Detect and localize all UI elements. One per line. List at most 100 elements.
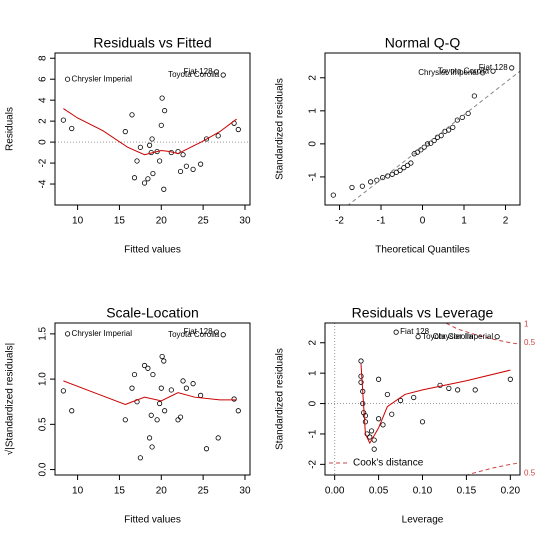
point-label: Toyota Corolla xyxy=(438,66,490,75)
point xyxy=(358,358,364,364)
point xyxy=(203,136,210,142)
panel: Scale-Location Fitted values √|Standardize… xyxy=(4,305,251,526)
point-label: Fiat 128 xyxy=(479,63,508,72)
point xyxy=(362,413,369,419)
point xyxy=(397,167,403,173)
contour-label: 1 xyxy=(524,320,529,329)
point xyxy=(349,184,355,191)
point xyxy=(146,142,153,148)
point xyxy=(401,165,407,171)
line xyxy=(444,323,520,345)
x-tick-label: 30 xyxy=(239,486,251,497)
point xyxy=(415,334,421,340)
y-tick-label: 2 xyxy=(38,118,49,124)
point xyxy=(215,435,221,441)
x-tick-label: 0.15 xyxy=(457,486,477,497)
point-label: Toyota Corolla xyxy=(168,330,220,339)
point xyxy=(438,133,444,139)
point xyxy=(507,376,513,382)
plot-area xyxy=(60,329,241,461)
point xyxy=(137,144,143,150)
point xyxy=(235,408,241,414)
plot-area xyxy=(55,69,250,192)
point xyxy=(368,179,374,185)
y-axis-label: Residuals xyxy=(5,107,16,151)
point xyxy=(375,376,382,382)
x-tick-label: 25 xyxy=(198,486,210,497)
point xyxy=(424,141,431,147)
point xyxy=(60,388,66,394)
point xyxy=(159,95,165,101)
point xyxy=(122,417,128,423)
point-label: Chrysler Imperial xyxy=(418,68,479,77)
point-label: Fiat 128 xyxy=(184,67,213,76)
point xyxy=(446,127,452,133)
x-axis-label: Theoretical Quantiles xyxy=(375,245,470,256)
point xyxy=(213,69,220,75)
point xyxy=(137,455,143,461)
point xyxy=(145,365,151,371)
y-tick-label: 6 xyxy=(38,76,49,82)
line xyxy=(360,364,511,445)
legend-label: Cook's distance xyxy=(353,458,424,469)
point xyxy=(190,166,196,172)
panel-title: Normal Q-Q xyxy=(385,35,461,51)
point xyxy=(134,158,140,164)
point xyxy=(459,114,465,121)
point xyxy=(175,417,181,423)
plot-area xyxy=(325,323,520,475)
point xyxy=(131,175,138,181)
point xyxy=(64,76,71,82)
point xyxy=(380,174,386,181)
point xyxy=(235,126,241,133)
point xyxy=(393,329,399,335)
x-tick-label: 1 xyxy=(461,216,467,227)
point xyxy=(141,180,148,186)
y-tick-label: -1 xyxy=(308,429,319,438)
plot-frame xyxy=(324,322,521,476)
point xyxy=(198,392,204,398)
point xyxy=(158,385,164,391)
y-tick-label: 1 xyxy=(308,108,319,114)
point xyxy=(177,414,184,420)
x-tick-label: 20 xyxy=(156,486,168,497)
y-tick-label: 0 xyxy=(308,141,319,147)
panel: Residuals vs Fitted Fitted values Residual… xyxy=(5,35,251,256)
x-axis-label: Fitted values xyxy=(124,515,181,526)
point xyxy=(150,371,156,378)
point-label: Toyota Corolla xyxy=(422,332,474,341)
point xyxy=(168,387,174,393)
point xyxy=(490,68,496,74)
x-tick-label: 0.00 xyxy=(325,486,345,497)
x-axis-label: Leverage xyxy=(402,515,444,526)
y-tick-label: 2 xyxy=(308,75,319,81)
point xyxy=(375,416,382,422)
point xyxy=(129,112,135,118)
point xyxy=(157,400,163,407)
y-tick-label: -4 xyxy=(38,179,49,188)
panel: Normal Q-Q Theoretical Quantiles Standardi… xyxy=(275,35,521,256)
x-tick-label: 15 xyxy=(114,486,126,497)
point xyxy=(367,434,373,440)
point xyxy=(384,391,390,398)
point xyxy=(358,379,364,385)
contour-label: 0.5 xyxy=(524,338,536,347)
plot-frame xyxy=(54,52,251,206)
x-tick-label: -1 xyxy=(377,216,386,227)
point xyxy=(220,72,226,78)
point xyxy=(122,129,128,135)
point xyxy=(150,170,156,177)
point xyxy=(180,152,186,158)
point xyxy=(69,408,75,414)
y-axis-label: √|Standardized residuals| xyxy=(4,343,16,455)
point xyxy=(131,371,138,378)
panel-title: Scale-Location xyxy=(106,305,199,321)
point xyxy=(149,136,155,142)
point-label: Fiat 128 xyxy=(184,327,213,336)
point xyxy=(145,176,151,182)
x-tick-label: 2 xyxy=(503,216,509,227)
y-axis-label: Standardized residuals xyxy=(275,348,286,450)
point xyxy=(389,411,395,417)
point xyxy=(362,419,369,425)
